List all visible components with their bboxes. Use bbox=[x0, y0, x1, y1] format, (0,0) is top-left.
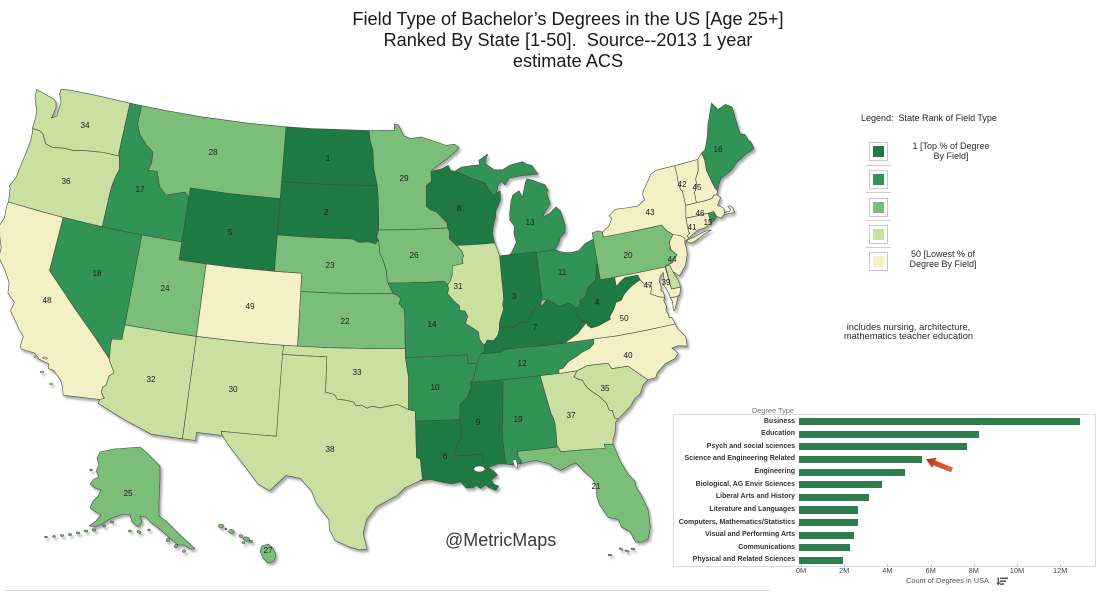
svg-text:43: 43 bbox=[645, 208, 655, 217]
svg-text:15: 15 bbox=[703, 218, 713, 227]
svg-text:2: 2 bbox=[324, 208, 329, 217]
svg-text:25: 25 bbox=[123, 489, 133, 498]
svg-text:18: 18 bbox=[92, 269, 102, 278]
svg-text:49: 49 bbox=[245, 302, 255, 311]
svg-text:16: 16 bbox=[713, 145, 723, 154]
svg-text:29: 29 bbox=[399, 174, 409, 183]
svg-text:38: 38 bbox=[325, 445, 335, 454]
svg-text:47: 47 bbox=[643, 281, 653, 290]
svg-text:8: 8 bbox=[457, 204, 462, 213]
svg-text:26: 26 bbox=[409, 251, 419, 260]
svg-text:1: 1 bbox=[326, 154, 331, 163]
svg-text:36: 36 bbox=[61, 177, 71, 186]
svg-text:48: 48 bbox=[42, 296, 52, 305]
svg-text:42: 42 bbox=[677, 180, 687, 189]
svg-text:27: 27 bbox=[263, 546, 273, 555]
svg-text:39: 39 bbox=[661, 278, 671, 287]
svg-text:46: 46 bbox=[695, 209, 705, 218]
svg-text:17: 17 bbox=[135, 185, 145, 194]
svg-text:37: 37 bbox=[566, 411, 576, 420]
svg-text:45: 45 bbox=[692, 183, 702, 192]
svg-text:9: 9 bbox=[476, 418, 481, 427]
svg-text:7: 7 bbox=[533, 323, 538, 332]
svg-text:13: 13 bbox=[525, 218, 535, 227]
svg-text:22: 22 bbox=[340, 317, 350, 326]
svg-text:24: 24 bbox=[160, 284, 170, 293]
svg-text:21: 21 bbox=[591, 482, 601, 491]
svg-text:10: 10 bbox=[430, 383, 440, 392]
svg-text:5: 5 bbox=[228, 228, 233, 237]
svg-text:50: 50 bbox=[619, 314, 629, 323]
svg-text:6: 6 bbox=[443, 452, 448, 461]
svg-text:12: 12 bbox=[517, 359, 527, 368]
svg-text:11: 11 bbox=[558, 268, 567, 277]
svg-text:14: 14 bbox=[427, 320, 437, 329]
svg-text:30: 30 bbox=[228, 385, 238, 394]
svg-text:34: 34 bbox=[80, 121, 90, 130]
svg-text:44: 44 bbox=[667, 255, 677, 264]
svg-text:19: 19 bbox=[513, 415, 523, 424]
svg-text:32: 32 bbox=[146, 375, 156, 384]
svg-text:40: 40 bbox=[623, 351, 633, 360]
svg-text:28: 28 bbox=[208, 148, 218, 157]
svg-text:35: 35 bbox=[600, 384, 610, 393]
svg-text:23: 23 bbox=[325, 261, 335, 270]
svg-text:33: 33 bbox=[352, 368, 362, 377]
svg-text:31: 31 bbox=[453, 282, 463, 291]
svg-text:3: 3 bbox=[512, 292, 517, 301]
svg-text:20: 20 bbox=[623, 251, 633, 260]
svg-text:41: 41 bbox=[687, 223, 697, 232]
svg-text:4: 4 bbox=[595, 298, 600, 307]
